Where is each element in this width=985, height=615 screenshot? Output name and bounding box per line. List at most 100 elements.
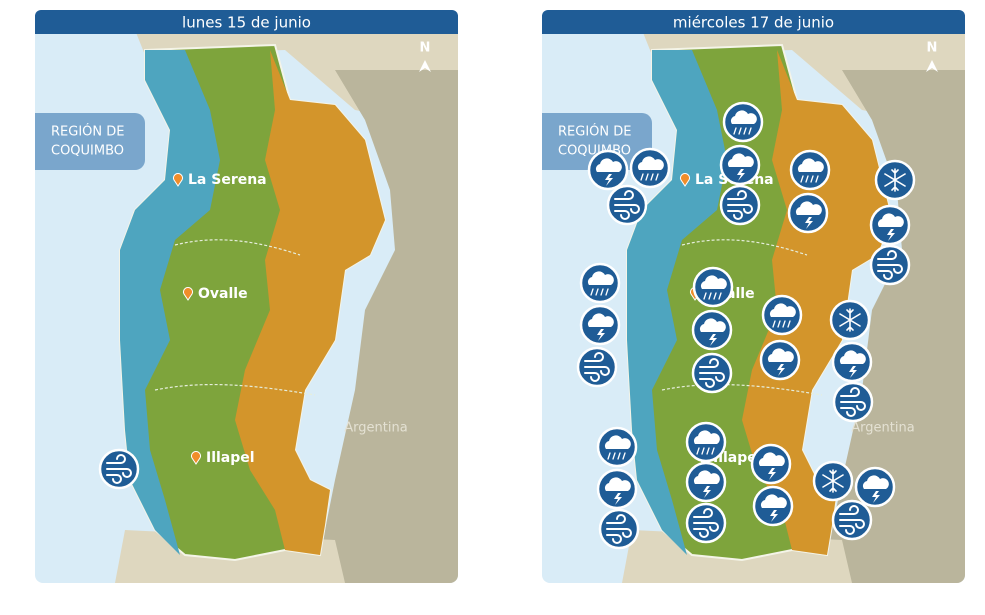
rain <box>772 320 791 328</box>
city-pin <box>680 173 690 187</box>
cloud <box>797 158 824 172</box>
weather-icon <box>719 184 761 226</box>
north-arrow <box>926 60 938 72</box>
bolt <box>872 491 880 503</box>
north-arrow <box>419 60 431 72</box>
weather-icon <box>98 448 140 490</box>
cloud <box>727 153 754 167</box>
city-pin <box>183 287 193 301</box>
cloud <box>693 430 720 444</box>
region-orange <box>742 50 892 555</box>
cloud <box>699 318 726 332</box>
wind <box>693 508 719 538</box>
bolt <box>770 510 778 522</box>
weather-icon <box>789 149 831 191</box>
cloud <box>637 156 664 170</box>
weather-icon <box>596 468 638 510</box>
city-label: Ovalle <box>198 286 248 302</box>
wind <box>614 190 640 220</box>
weather-icon <box>722 101 764 143</box>
cloud <box>758 452 785 466</box>
snow <box>884 168 906 192</box>
cloud <box>700 275 727 289</box>
weather-icon <box>685 421 727 463</box>
panel-header <box>35 10 458 34</box>
city-pin <box>173 173 183 187</box>
weather-icon <box>787 192 829 234</box>
snow <box>839 308 861 332</box>
weather-icon <box>761 294 803 336</box>
province-border <box>154 239 316 396</box>
weather-icon <box>759 339 801 381</box>
weather-icon <box>579 262 621 304</box>
weather-icon <box>831 341 873 383</box>
region-teal <box>627 50 727 555</box>
weather-icon <box>829 299 871 341</box>
weather-icon <box>629 147 671 189</box>
weather-icon <box>691 309 733 351</box>
rain <box>733 127 752 135</box>
cloud <box>767 348 794 362</box>
city-label: La Serena <box>188 172 267 188</box>
cloud <box>587 271 614 285</box>
weather-icon <box>752 485 794 527</box>
weather-icon <box>691 352 733 394</box>
snow <box>822 469 844 493</box>
rain <box>640 173 659 181</box>
cloud <box>595 158 622 172</box>
wind <box>606 514 632 544</box>
weather-icon <box>606 184 648 226</box>
argentina <box>822 70 965 583</box>
weather-icon <box>692 266 734 308</box>
bolt <box>849 366 857 378</box>
panel-header <box>542 10 965 34</box>
weather-icon <box>831 499 873 541</box>
weather-icon <box>587 149 629 191</box>
weather-icon <box>579 304 621 346</box>
cloud <box>604 477 631 491</box>
weather-icon <box>596 426 638 468</box>
bolt <box>605 174 613 186</box>
wind <box>839 505 865 535</box>
weather-icon <box>854 466 896 508</box>
rain <box>590 288 609 296</box>
region-orange <box>235 50 385 555</box>
weather-icon <box>576 346 618 388</box>
cloud <box>877 213 904 227</box>
bolt <box>805 217 813 229</box>
north-label: N <box>927 41 938 56</box>
weather-icon <box>869 204 911 246</box>
bolt <box>703 486 711 498</box>
weather-icon <box>832 381 874 423</box>
rain <box>696 447 715 455</box>
bolt <box>768 468 776 480</box>
rain <box>607 452 626 460</box>
bolt <box>597 329 605 341</box>
cloud <box>862 475 889 489</box>
panel-title: lunes 15 de junio <box>182 14 311 32</box>
north-label: N <box>420 41 431 56</box>
wind <box>727 190 753 220</box>
bolt <box>737 169 745 181</box>
region-teal <box>120 50 220 555</box>
weather-icon <box>874 159 916 201</box>
cloud <box>693 470 720 484</box>
weather-icon <box>812 460 854 502</box>
panel-title: miércoles 17 de junio <box>673 14 834 32</box>
wind <box>584 352 610 382</box>
region-label: COQUIMBO <box>51 144 124 159</box>
city-label: Illapel <box>206 450 255 466</box>
bolt <box>614 493 622 505</box>
cloud <box>795 201 822 215</box>
city-label: Illapel <box>713 450 762 466</box>
region-label: REGIÓN DE <box>558 124 631 140</box>
wind <box>877 250 903 280</box>
rain <box>703 292 722 300</box>
bolt <box>709 334 717 346</box>
cloud <box>760 494 787 508</box>
wind <box>106 454 132 484</box>
map: REGIÓN DE COQUIMBO La Serena Ovalle Illapel A… <box>35 10 458 583</box>
